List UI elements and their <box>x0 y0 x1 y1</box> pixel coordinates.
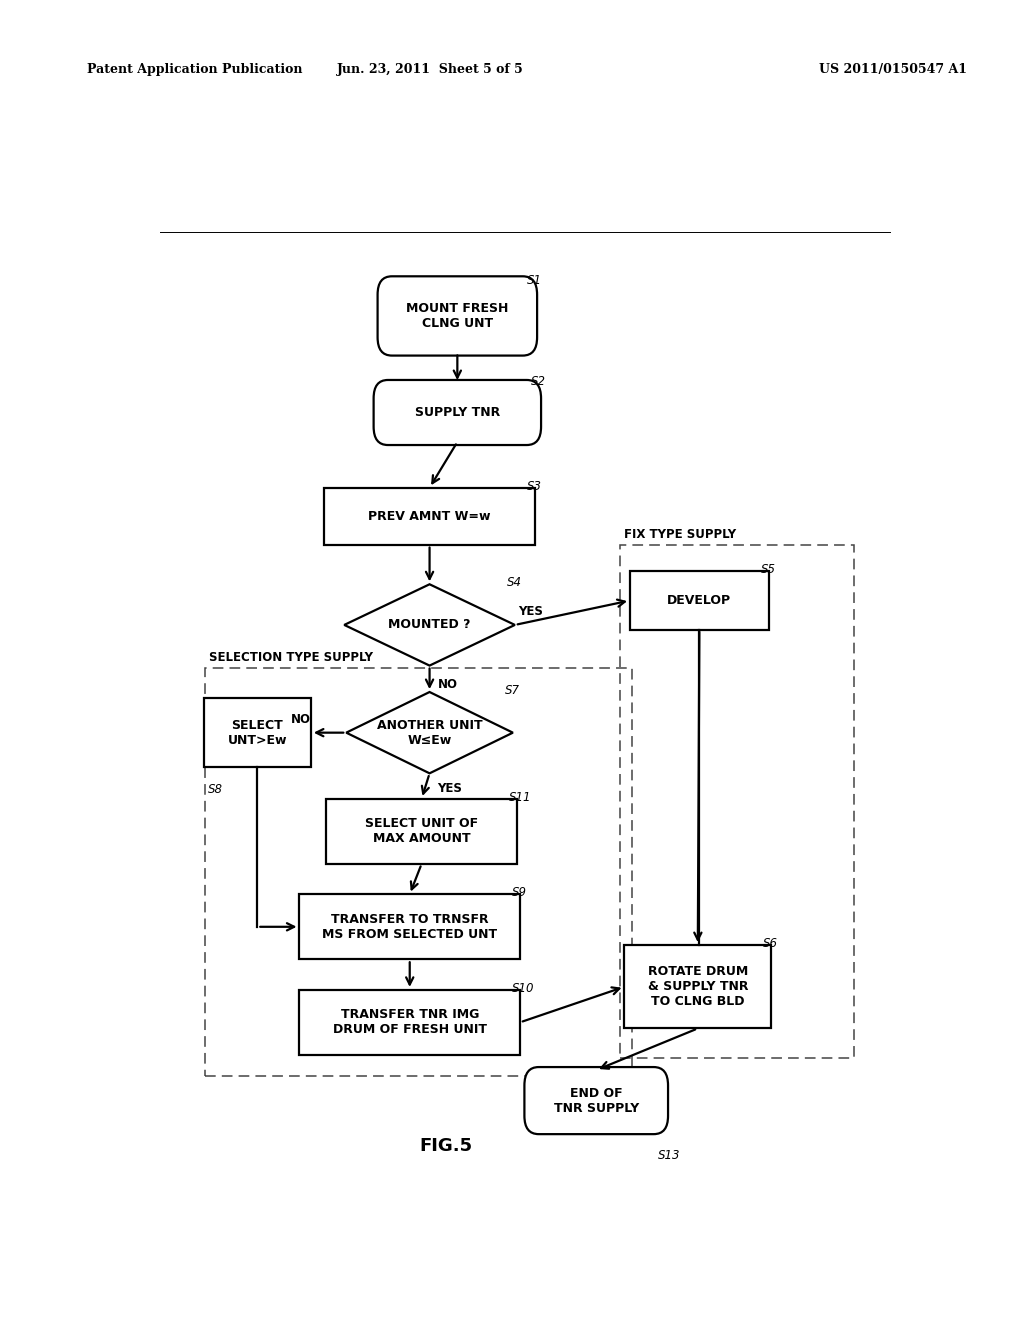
Text: TRANSFER TNR IMG
DRUM OF FRESH UNIT: TRANSFER TNR IMG DRUM OF FRESH UNIT <box>333 1008 486 1036</box>
Text: S3: S3 <box>526 479 542 492</box>
Text: Patent Application Publication: Patent Application Publication <box>87 63 302 77</box>
Text: ROTATE DRUM
& SUPPLY TNR
TO CLNG BLD: ROTATE DRUM & SUPPLY TNR TO CLNG BLD <box>647 965 749 1008</box>
Text: S8: S8 <box>208 783 223 796</box>
Bar <box>630 572 769 630</box>
Bar <box>204 698 311 767</box>
Text: END OF
TNR SUPPLY: END OF TNR SUPPLY <box>554 1086 639 1114</box>
Text: S13: S13 <box>657 1148 680 1162</box>
Text: PREV AMNT W=w: PREV AMNT W=w <box>369 510 490 523</box>
Bar <box>327 799 517 863</box>
Text: MOUNTED ?: MOUNTED ? <box>388 619 471 631</box>
Text: SELECT
UNT>Ew: SELECT UNT>Ew <box>227 718 287 747</box>
Text: MOUNT FRESH
CLNG UNT: MOUNT FRESH CLNG UNT <box>407 302 509 330</box>
Text: TRANSFER TO TRNSFR
MS FROM SELECTED UNT: TRANSFER TO TRNSFR MS FROM SELECTED UNT <box>323 913 498 941</box>
Polygon shape <box>346 692 513 774</box>
Text: S7: S7 <box>505 684 520 697</box>
Text: S10: S10 <box>512 982 535 995</box>
Text: S4: S4 <box>507 577 522 589</box>
Bar <box>299 894 520 960</box>
Text: S9: S9 <box>512 886 527 899</box>
Text: YES: YES <box>518 605 543 618</box>
Text: NO: NO <box>291 713 310 726</box>
FancyBboxPatch shape <box>374 380 541 445</box>
Text: ANOTHER UNIT
W≤Ew: ANOTHER UNIT W≤Ew <box>377 718 482 747</box>
Bar <box>620 545 854 1057</box>
Text: US 2011/0150547 A1: US 2011/0150547 A1 <box>819 63 968 77</box>
Text: Jun. 23, 2011  Sheet 5 of 5: Jun. 23, 2011 Sheet 5 of 5 <box>337 63 523 77</box>
FancyBboxPatch shape <box>378 276 538 355</box>
Bar <box>205 668 632 1076</box>
Text: DEVELOP: DEVELOP <box>668 594 731 607</box>
Text: FIG.5: FIG.5 <box>419 1138 472 1155</box>
Text: S1: S1 <box>526 275 542 288</box>
Bar <box>325 487 535 545</box>
Bar <box>299 990 520 1055</box>
Bar <box>625 945 771 1028</box>
Text: S6: S6 <box>763 937 778 950</box>
Text: S5: S5 <box>761 564 776 576</box>
Text: S11: S11 <box>509 791 531 804</box>
Text: FIX TYPE SUPPLY: FIX TYPE SUPPLY <box>624 528 736 541</box>
Text: SELECTION TYPE SUPPLY: SELECTION TYPE SUPPLY <box>209 651 373 664</box>
Polygon shape <box>344 585 515 665</box>
Text: S2: S2 <box>530 375 546 388</box>
Text: YES: YES <box>437 781 463 795</box>
Text: SELECT UNIT OF
MAX AMOUNT: SELECT UNIT OF MAX AMOUNT <box>366 817 478 845</box>
Text: NO: NO <box>437 678 458 690</box>
Text: SUPPLY TNR: SUPPLY TNR <box>415 407 500 418</box>
FancyBboxPatch shape <box>524 1067 668 1134</box>
